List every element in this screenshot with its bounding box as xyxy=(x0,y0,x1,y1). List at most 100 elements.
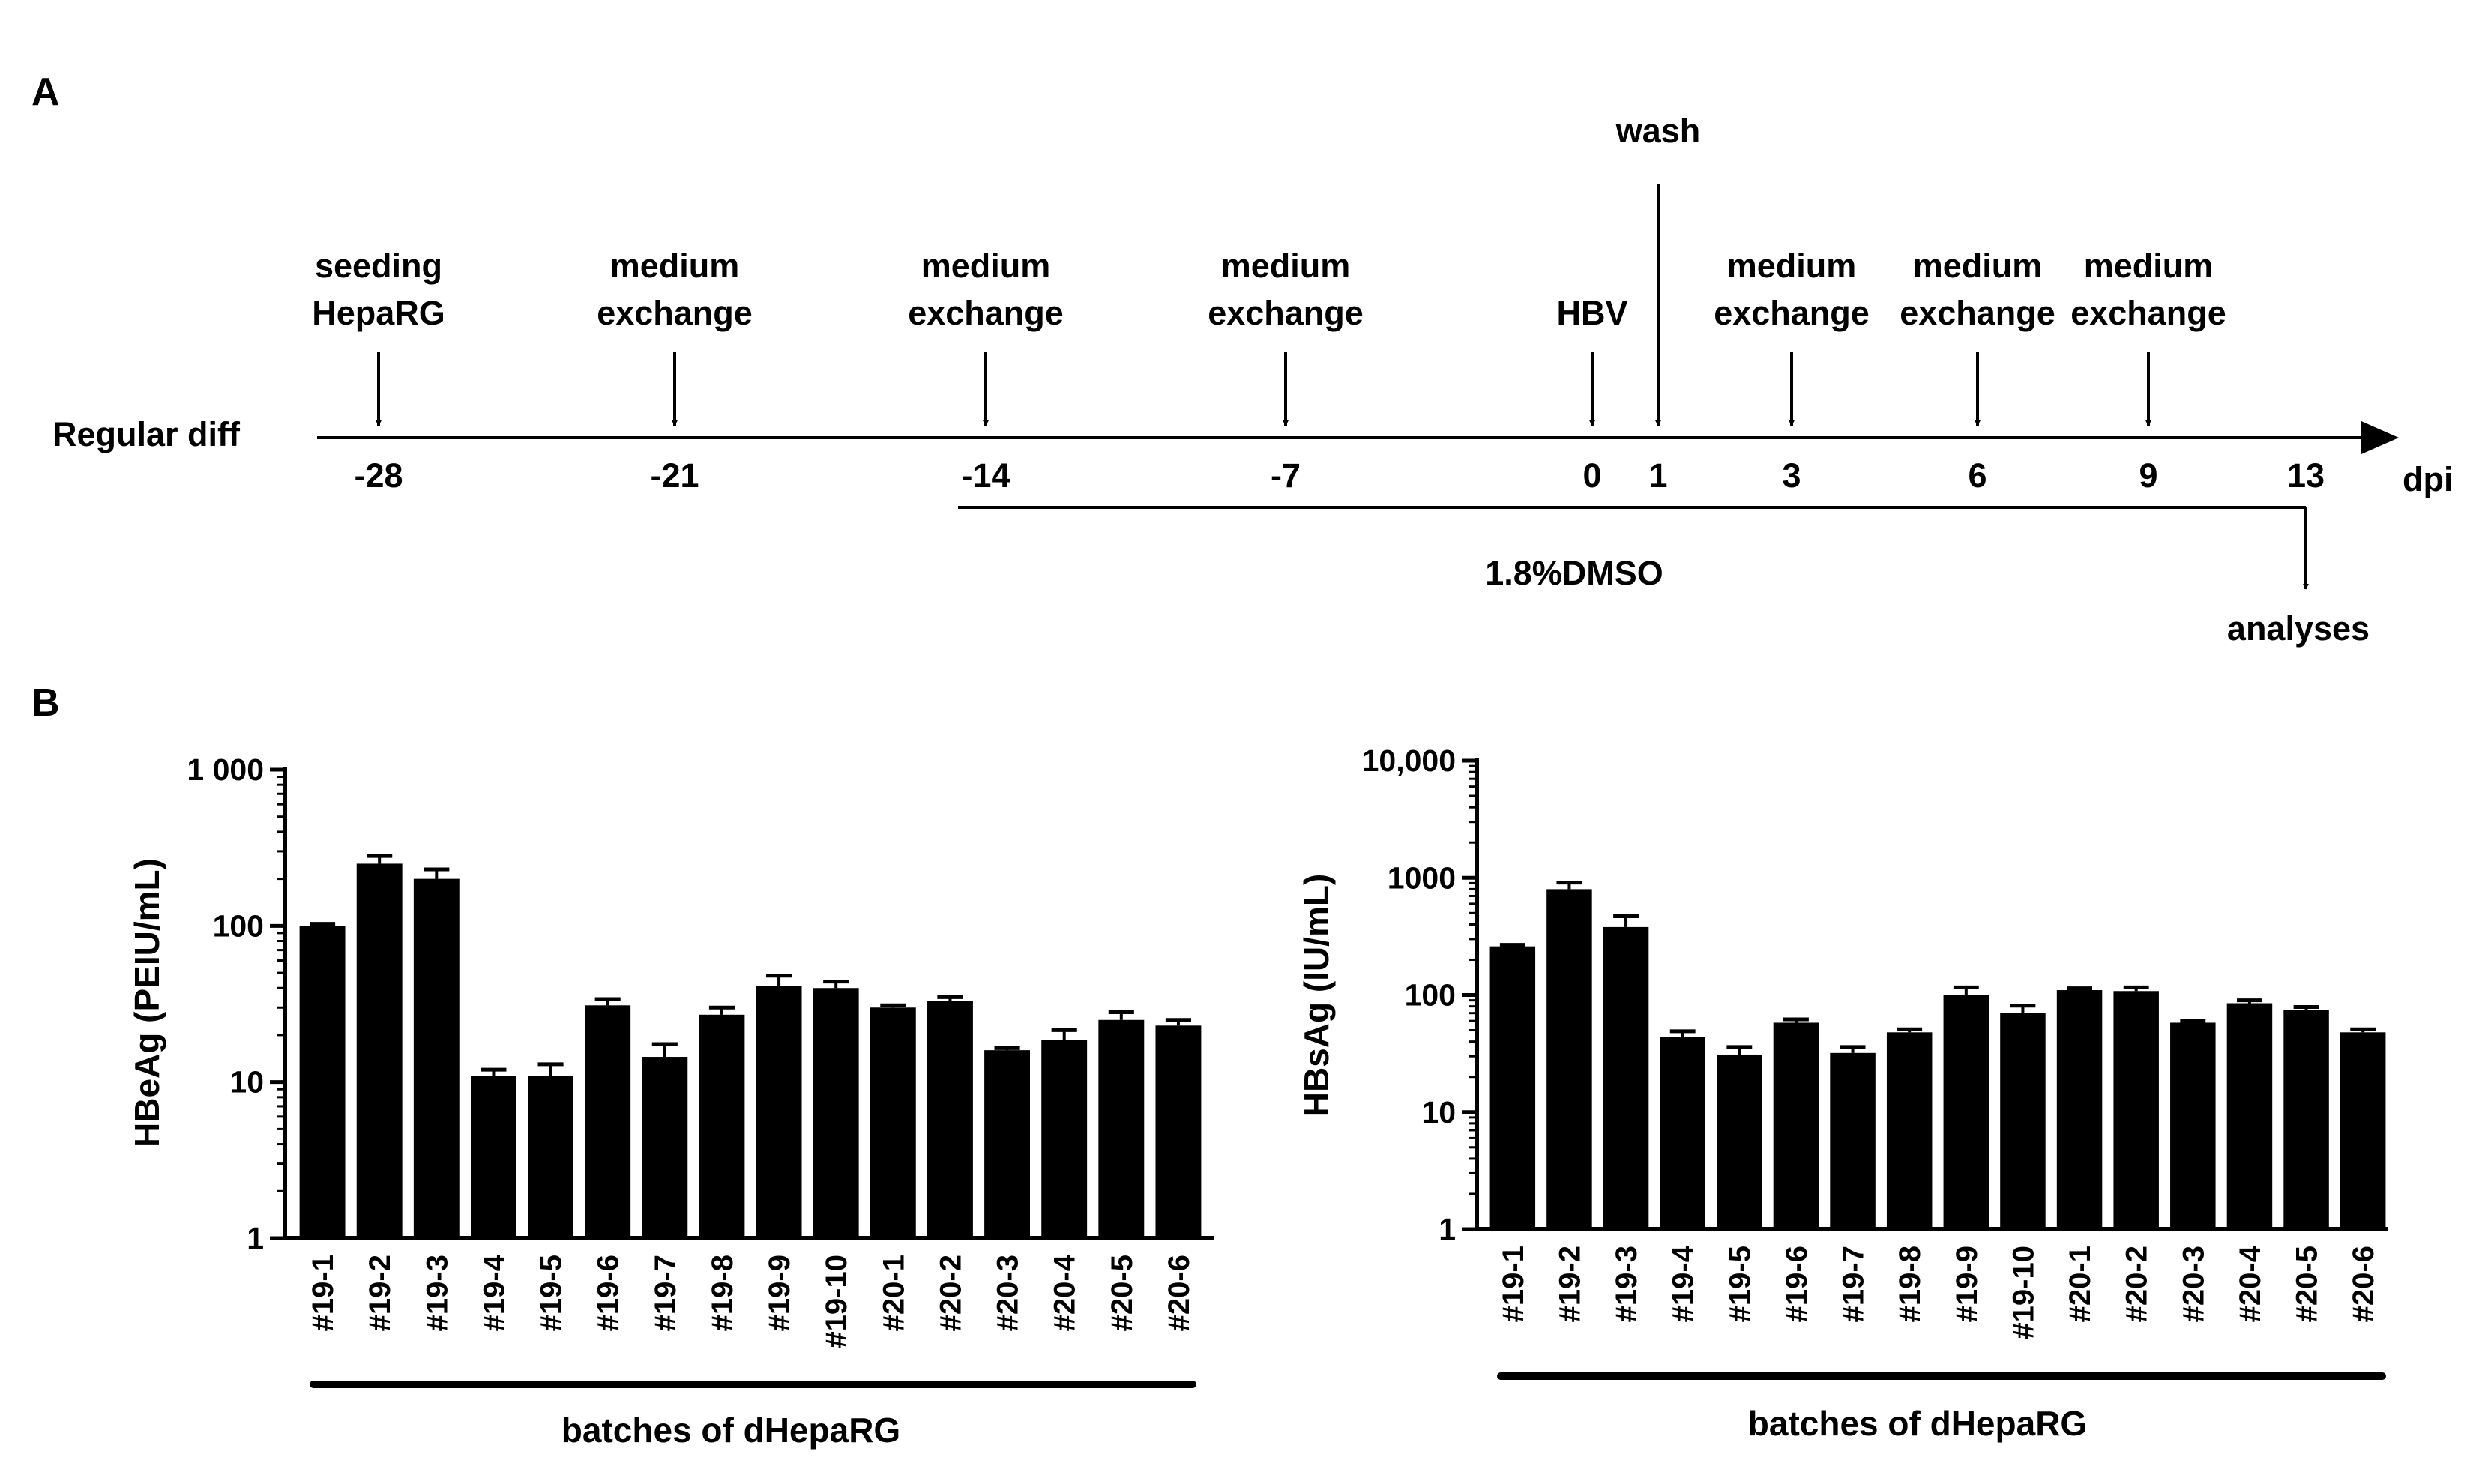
timeline-tick-13: 13 xyxy=(2287,456,2325,495)
hbsag-bar-19-4 xyxy=(1660,1037,1705,1229)
hbsag-x-tick-label-20-5: #20-5 xyxy=(2291,1246,2324,1322)
hbsag-bar-19-8 xyxy=(1886,1032,1933,1229)
hbsag-bar-19-7 xyxy=(1830,1052,1876,1229)
hbeag-bar-19-7 xyxy=(642,1057,688,1238)
hbeag-y-tick-label: 1 000 xyxy=(187,752,264,787)
hbsag-x-tick-labels: #19-1 #19-2 #19-3 #19-4 #19-5 #19-6 #19-7 #19-8… xyxy=(1497,1245,2380,1339)
hbsag-y-axis-ticks: 1 10 100 1000 10,000 xyxy=(1362,743,1477,1246)
hbsag-x-tick-label-20-4: #20-4 xyxy=(2234,1245,2267,1322)
hbsag-bar-19-2 xyxy=(1546,889,1592,1229)
hbeag-x-tick-label-20-5: #20-5 xyxy=(1106,1255,1139,1331)
hbeag-bar-19-1 xyxy=(299,926,346,1238)
hbeag-bar-19-2 xyxy=(356,863,403,1238)
panel-a-label: A xyxy=(31,70,60,114)
timeline-tick-6: 6 xyxy=(1968,456,1986,495)
hbeag-x-tick-label-19-8: #19-8 xyxy=(706,1255,739,1331)
hbsag-y-tick-label: 100 xyxy=(1405,978,1456,1013)
hbsag-bar-19-5 xyxy=(1717,1054,1762,1229)
hbeag-bars xyxy=(299,854,1202,1238)
hbeag-bar-19-3 xyxy=(413,878,460,1238)
hbeag-bar-19-8 xyxy=(699,1014,745,1238)
hbsag-y-tick-label: 1000 xyxy=(1388,860,1456,895)
hbeag-y-axis-title: HBeAg (PEIU/mL) xyxy=(127,858,166,1147)
hbsag-x-tick-label-19-4: #19-4 xyxy=(1667,1245,1700,1322)
timeline-tick-9: 9 xyxy=(2139,456,2157,495)
timeline-tick-0: 0 xyxy=(1582,456,1601,495)
event-label-3-0: medium xyxy=(1727,247,1857,285)
timeline-ticks: -28 -21 -14 -7 0 1 3 6 9 13 xyxy=(354,456,2325,495)
hbeag-x-tick-label-20-3: #20-3 xyxy=(992,1255,1025,1331)
timeline-axis-unit: dpi xyxy=(2403,460,2453,498)
hbeag-y-tick-label: 100 xyxy=(213,908,264,943)
event-label-21-1: exchange xyxy=(597,294,753,332)
event-label-6-1: exchange xyxy=(1900,294,2055,332)
hbeag-bar-19-5 xyxy=(528,1076,574,1238)
event-label-1-0: wash xyxy=(1615,112,1701,150)
hbeag-bar-20-6 xyxy=(1155,1025,1202,1238)
hbsag-bar-19-3 xyxy=(1603,926,1649,1229)
panel-b-label: B xyxy=(31,681,60,725)
event-label-28-1: HepaRG xyxy=(312,294,445,332)
timeline-tick-7: -7 xyxy=(1271,456,1301,495)
event-label-9-1: exchange xyxy=(2070,294,2226,332)
hbsag-y-tick-label: 10 xyxy=(1421,1095,1456,1129)
event-label-0-0: HBV xyxy=(1556,294,1627,332)
hbeag-bar-19-10 xyxy=(813,988,859,1238)
hbsag-x-tick-label-20-6: #20-6 xyxy=(2347,1246,2380,1322)
hbeag-x-tick-labels: #19-1 #19-2 #19-3 #19-4 #19-5 #19-6 #19-7 #19-8… xyxy=(307,1254,1196,1348)
hbeag-x-tick-label-20-4: #20-4 xyxy=(1049,1254,1082,1331)
hbeag-x-tick-label-19-9: #19-9 xyxy=(763,1255,796,1331)
event-label-6-0: medium xyxy=(1913,247,2043,285)
hbsag-x-tick-label-19-9: #19-9 xyxy=(1951,1246,1984,1322)
hbsag-x-axis-title: batches of dHepaRG xyxy=(1748,1404,2087,1443)
hbsag-bars xyxy=(1489,881,2386,1229)
hbeag-y-tick-label: 10 xyxy=(229,1065,264,1100)
event-label-28-0: seeding xyxy=(315,247,442,285)
hbsag-x-tick-label-20-1: #20-1 xyxy=(2064,1246,2097,1322)
hbsag-y-tick-label: 1 xyxy=(1439,1212,1456,1246)
hbsag-x-tick-label-19-8: #19-8 xyxy=(1894,1246,1927,1322)
hbeag-bar-20-3 xyxy=(984,1050,1031,1238)
dmso-treatment-label: 1.8%DMSO xyxy=(1485,554,1663,592)
event-label-14-0: medium xyxy=(921,247,1051,285)
hbeag-x-tick-label-19-6: #19-6 xyxy=(592,1255,625,1331)
timeline-row-label: Regular diff xyxy=(52,415,241,453)
hbsag-bar-20-4 xyxy=(2226,1003,2273,1229)
hbeag-x-tick-label-19-7: #19-7 xyxy=(649,1255,682,1331)
timeline-tick-14: -14 xyxy=(961,456,1010,495)
hbeag-bar-20-1 xyxy=(870,1007,916,1238)
hbeag-x-tick-label-19-1: #19-1 xyxy=(307,1255,340,1331)
hbeag-x-tick-label-19-10: #19-10 xyxy=(820,1255,853,1348)
event-label-21-0: medium xyxy=(610,247,740,285)
timeline-tick-1: 1 xyxy=(1648,456,1667,495)
hbeag-x-tick-label-20-6: #20-6 xyxy=(1163,1255,1196,1331)
hbeag-x-tick-label-20-2: #20-2 xyxy=(934,1255,967,1331)
hbsag-x-tick-label-19-5: #19-5 xyxy=(1723,1246,1756,1322)
hbsag-x-tick-label-19-6: #19-6 xyxy=(1780,1246,1813,1322)
hbsag-bar-19-6 xyxy=(1773,1022,1819,1229)
hbsag-x-tick-label-19-1: #19-1 xyxy=(1497,1246,1530,1322)
hbeag-x-tick-label-19-2: #19-2 xyxy=(364,1255,397,1331)
hbeag-bar-20-5 xyxy=(1098,1019,1145,1238)
timeline-panel: Regular diff dpi -28 -21 -14 -7 0 1 3 6 9 13 seed… xyxy=(52,112,2453,648)
hbeag-bar-19-6 xyxy=(585,1005,631,1238)
hbeag-bar-19-4 xyxy=(470,1076,516,1238)
timeline-tick-3: 3 xyxy=(1782,456,1801,495)
hbsag-x-tick-label-20-2: #20-2 xyxy=(2121,1246,2154,1322)
hbsag-bar-19-10 xyxy=(2000,1013,2046,1229)
hbeag-bar-20-2 xyxy=(927,1001,973,1238)
hbeag-y-tick-label: 1 xyxy=(247,1221,264,1255)
hbsag-x-tick-label-19-3: #19-3 xyxy=(1610,1246,1643,1322)
hbsag-bar-19-9 xyxy=(1943,995,1989,1229)
hbeag-x-tick-label-20-1: #20-1 xyxy=(877,1255,910,1331)
analyses-label: analyses xyxy=(2227,609,2370,648)
hbeag-bar-19-9 xyxy=(756,986,802,1238)
timeline-axis-arrowhead xyxy=(2361,421,2399,454)
timeline-tick-21: -21 xyxy=(650,456,699,495)
hbsag-y-axis-title: HBsAg (IU/mL) xyxy=(1297,874,1336,1117)
event-label-7-0: medium xyxy=(1221,247,1351,285)
event-label-7-1: exchange xyxy=(1208,294,1364,332)
